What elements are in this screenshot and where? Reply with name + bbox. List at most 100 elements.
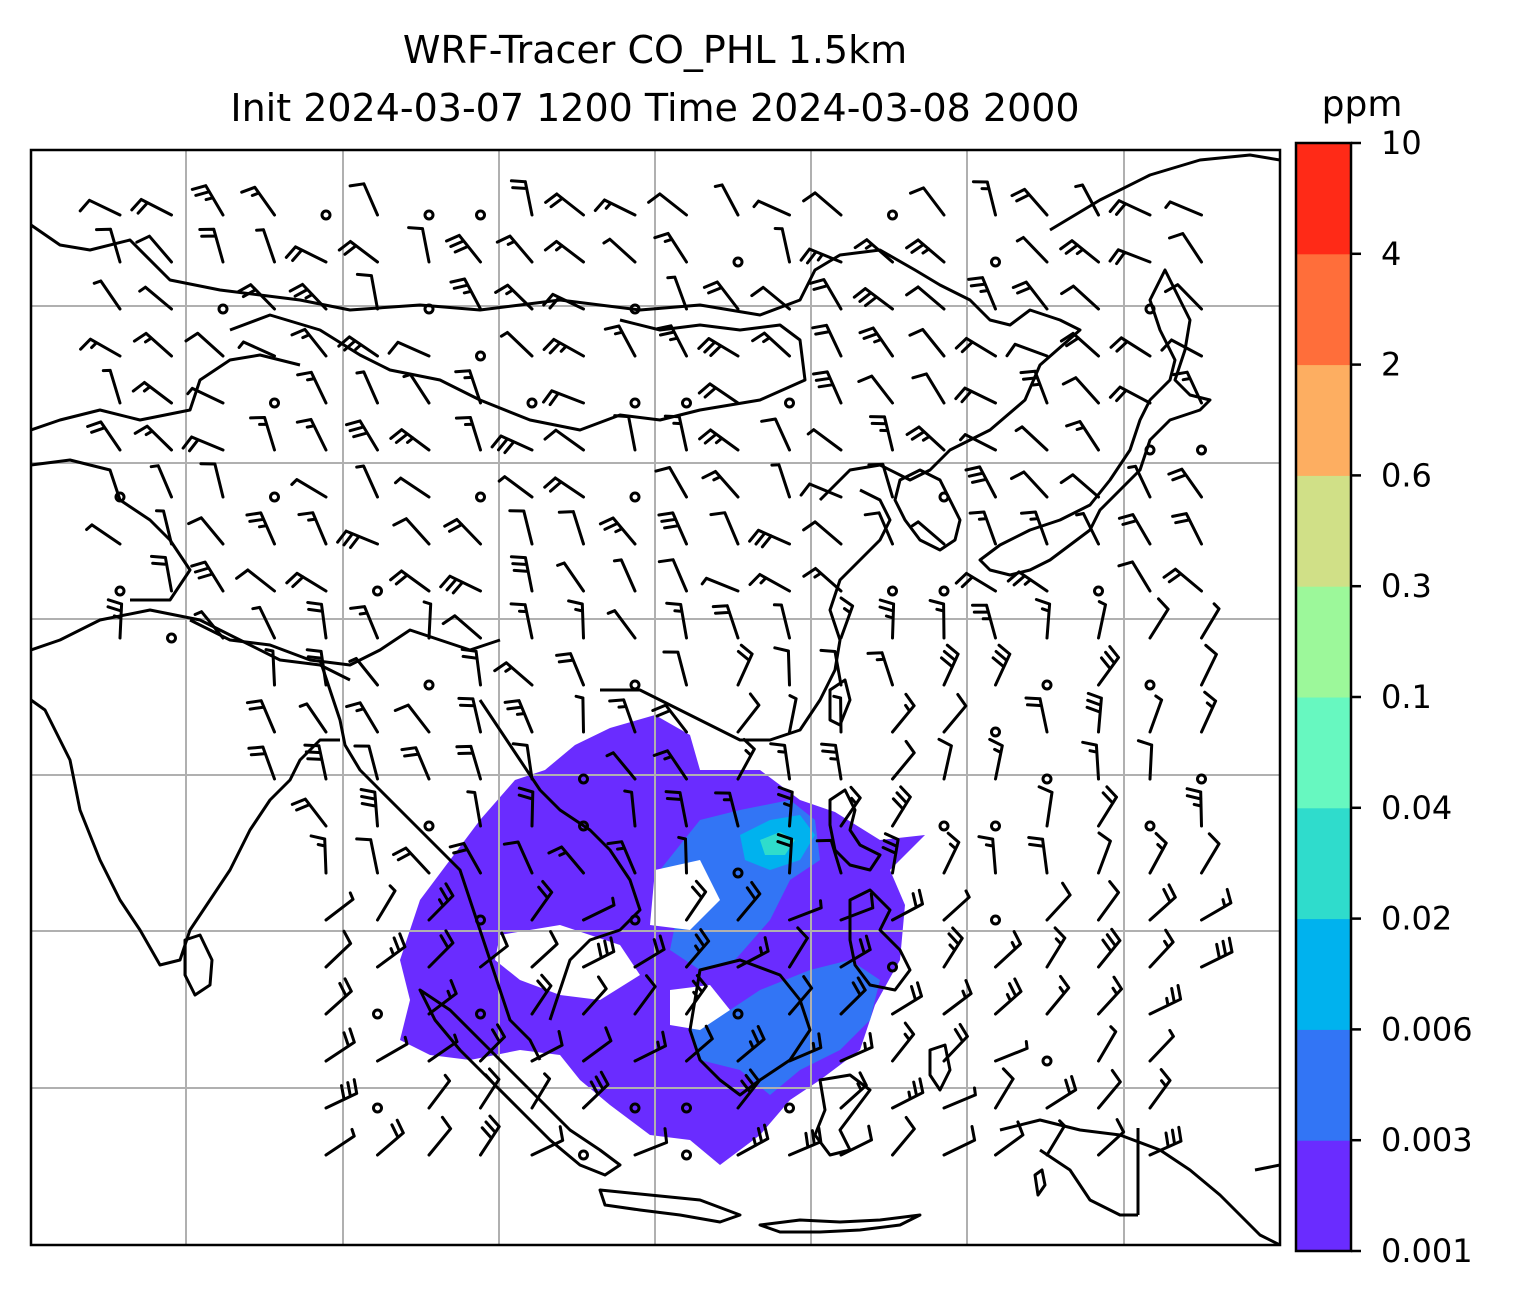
wind-barb: [138, 285, 173, 311]
calm-wind-marker: [166, 632, 177, 644]
wind-barb: [832, 694, 843, 734]
wind-barb: [863, 511, 894, 546]
wind-barb: [295, 418, 328, 452]
wind-barb: [1097, 1069, 1122, 1110]
plume-gap-1: [650, 860, 720, 930]
colorbar-unit-label: ppm: [1322, 84, 1403, 125]
wind-barb: [773, 646, 791, 687]
wind-barb: [150, 554, 173, 593]
coastline-new-guinea-south: [1039, 1148, 1138, 1217]
wind-barb: [633, 1127, 669, 1157]
wind-barb: [652, 749, 688, 781]
calm-wind-marker: [629, 491, 641, 503]
wind-barb: [655, 324, 688, 358]
wind-barb: [1045, 881, 1072, 922]
calm-wind-marker: [1144, 820, 1156, 832]
calm-wind-marker: [114, 491, 126, 503]
wind-barb: [709, 511, 740, 546]
calm-wind-marker: [423, 209, 435, 221]
wind-barb: [748, 528, 791, 549]
wind-barb: [942, 1086, 977, 1110]
wind-barb: [1148, 832, 1168, 875]
wind-barb: [1020, 510, 1049, 546]
wind-barb: [1200, 832, 1221, 875]
colorbar-tick-label: 0.6: [1381, 456, 1432, 494]
wind-barb: [663, 414, 688, 452]
wind-barb: [752, 199, 791, 217]
wind-barb: [971, 603, 997, 640]
map-frame: [29, 148, 1282, 1247]
wind-barb: [1027, 836, 1049, 875]
colorbar-tick-label: 2: [1381, 346, 1401, 384]
wind-barb: [264, 648, 276, 687]
wind-barb: [698, 428, 740, 452]
wind-barb: [1006, 570, 1049, 593]
wind-barb: [543, 476, 585, 499]
wind-barb: [251, 605, 276, 640]
wind-barb: [812, 370, 843, 405]
wind-barb: [389, 428, 431, 452]
wind-barb: [530, 1072, 551, 1110]
wind-barb: [608, 698, 637, 734]
wind-barb: [297, 511, 328, 546]
calm-wind-marker: [578, 773, 589, 785]
wind-barb: [954, 571, 997, 593]
wind-barb: [1109, 336, 1152, 358]
wind-barb: [994, 977, 1023, 1016]
wind-barb: [511, 742, 534, 781]
coastline-sulawesi: [813, 1073, 872, 1157]
wind-barb: [448, 841, 482, 875]
wind-barb: [285, 571, 328, 593]
wind-barb: [557, 510, 585, 546]
wind-barb: [376, 1118, 405, 1157]
wind-barb: [1108, 385, 1152, 405]
wind-barb: [1045, 926, 1067, 969]
calm-wind-marker: [732, 1008, 744, 1020]
wind-barb: [1127, 464, 1152, 499]
colorbar-tick-label: 0.006: [1381, 1010, 1473, 1048]
calm-wind-marker: [372, 1102, 383, 1114]
wind-barb: [1085, 691, 1103, 734]
wind-barb: [905, 425, 946, 452]
wind-barb: [247, 745, 276, 781]
wind-barb: [788, 975, 814, 1016]
wind-barb: [427, 1073, 451, 1110]
wind-barb: [355, 370, 379, 405]
wind-barb: [1108, 199, 1152, 217]
wind-barb: [991, 643, 1012, 687]
calm-wind-marker: [887, 209, 898, 221]
wind-barb: [714, 791, 740, 828]
wind-barb: [881, 832, 900, 875]
wind-barb: [439, 574, 482, 595]
wind-barb: [736, 643, 754, 687]
wind-barb: [582, 975, 608, 1016]
wind-barb: [542, 292, 585, 311]
coastline-moluccas: [928, 1043, 952, 1092]
wind-barb: [605, 751, 637, 781]
wind-barb: [657, 558, 688, 593]
wind-barb: [651, 703, 688, 734]
wind-barb: [1200, 936, 1234, 969]
coastline-lesser-sunda: [758, 1213, 922, 1234]
wind-barb: [1097, 1118, 1126, 1157]
wind-barb: [909, 186, 946, 217]
wind-barb: [290, 327, 328, 358]
wind-barb: [736, 881, 762, 922]
wind-barb: [713, 183, 740, 217]
calm-wind-marker: [732, 867, 744, 879]
calm-wind-marker: [629, 914, 641, 926]
wind-barb: [249, 416, 276, 452]
wind-barb: [1148, 1028, 1175, 1063]
wind-barb: [736, 692, 761, 734]
wind-barb: [702, 280, 740, 311]
wind-barb: [602, 237, 637, 264]
wind-barb: [942, 1125, 977, 1157]
wind-barb: [866, 651, 894, 687]
wind-barb: [665, 601, 688, 640]
wind-barb: [199, 462, 225, 499]
wind-barb: [988, 737, 1004, 781]
wind-barb: [345, 701, 379, 734]
wind-barb: [79, 337, 122, 358]
wind-barb: [1024, 696, 1049, 734]
border-central-asia: [31, 353, 301, 432]
